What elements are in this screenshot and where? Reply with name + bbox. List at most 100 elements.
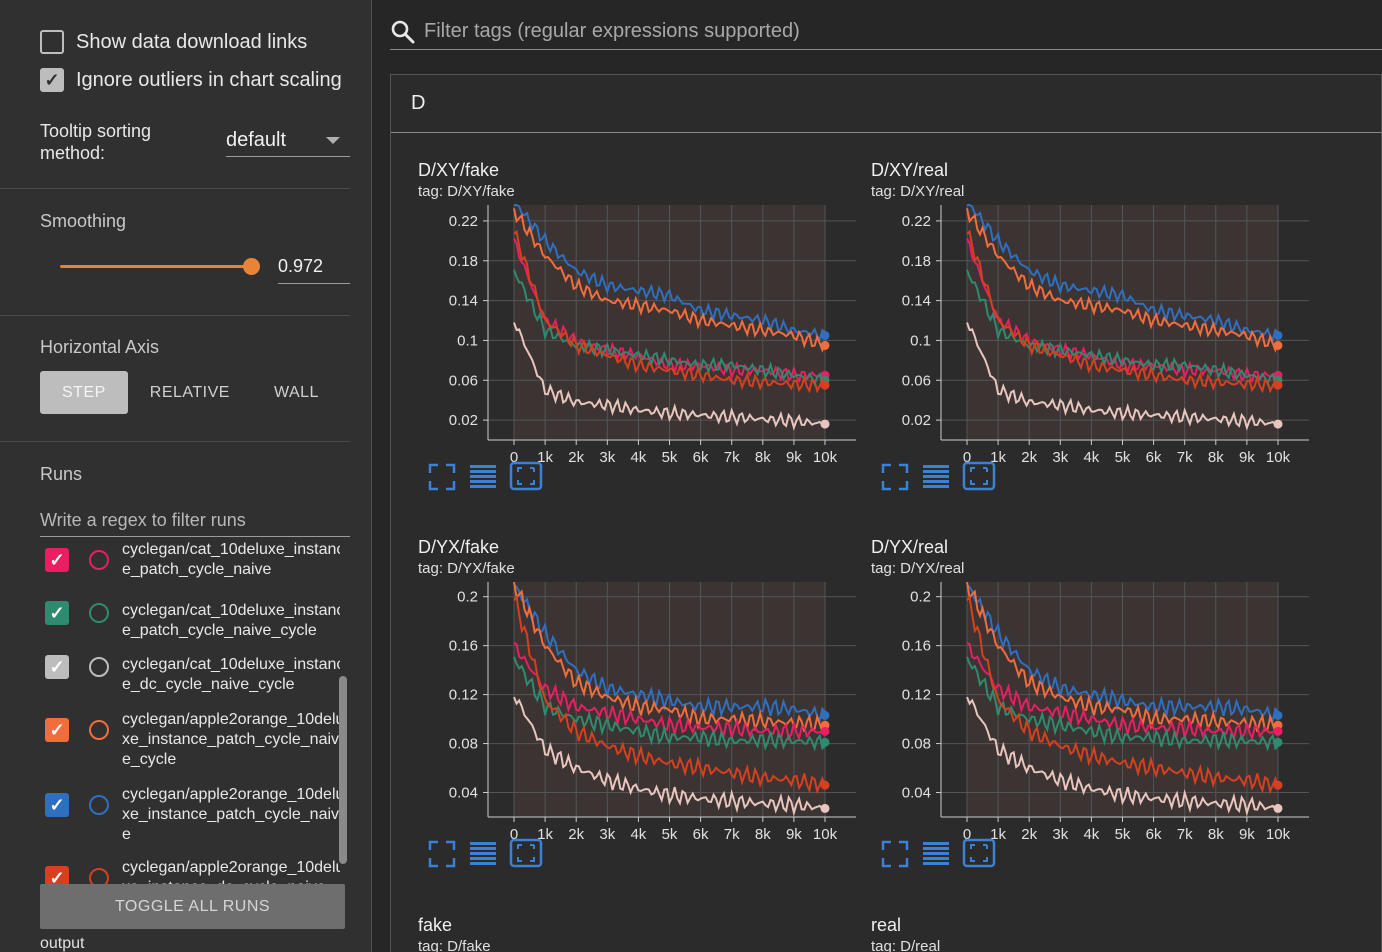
x-tick-label: 1k — [537, 826, 553, 843]
ignore-outliers-row[interactable]: ✓ Ignore outliers in chart scaling — [40, 68, 342, 92]
tooltip-sorting-select[interactable]: default — [226, 124, 350, 157]
y-tick-label: 0.22 — [449, 213, 478, 230]
show-download-links-label: Show data download links — [76, 30, 308, 53]
x-tick-label: 10k — [813, 826, 838, 843]
x-tick-label: 2k — [1021, 449, 1037, 466]
line-chart[interactable]: 0.22 0.18 0.14 0.1 0.06 0.02 0 1k 2k 3k 4k 5k 6k 7k 8k… — [871, 200, 1311, 500]
runs-filter-input[interactable]: Write a regex to filter runs — [40, 504, 350, 537]
chart-title: D/YX/real — [871, 537, 949, 557]
line-chart[interactable]: 0.2 0.16 0.12 0.08 0.04 0 1k 2k 3k 4k 5k 6k 7k 8k 9k 10… — [418, 577, 858, 877]
fit-domain-icon[interactable] — [962, 461, 996, 491]
runs-scrollbar[interactable] — [339, 676, 347, 864]
data-table-icon[interactable] — [470, 842, 496, 865]
x-tick-label: 8k — [755, 826, 771, 843]
series-line — [966, 696, 1279, 817]
run-item[interactable]: ✓ cyclegan/apple2orange_10deluxe_instanc… — [45, 859, 340, 886]
y-tick-label: 0.18 — [902, 253, 931, 270]
y-tick-label: 0.22 — [902, 213, 931, 230]
run-color-circle[interactable] — [89, 868, 109, 886]
fullscreen-icon[interactable] — [428, 840, 456, 868]
series-end-point — [1273, 737, 1283, 747]
x-tick-label: 5k — [1115, 449, 1131, 466]
run-color-circle[interactable] — [89, 603, 109, 623]
tag-filter-input[interactable]: Filter tags (regular expressions support… — [390, 14, 1382, 50]
series-end-point — [1273, 340, 1283, 350]
y-tick-label: 0.1 — [457, 332, 478, 349]
series-end-point — [820, 780, 830, 790]
smoothing-slider-thumb[interactable] — [243, 258, 260, 275]
data-table-icon[interactable] — [923, 465, 949, 488]
run-item[interactable]: ✓ cyclegan/cat_10deluxe_instance_dc_cycl… — [45, 655, 340, 695]
series-line — [513, 594, 826, 795]
toggle-all-runs-button[interactable]: TOGGLE ALL RUNS — [40, 884, 345, 929]
axis-wall-button[interactable]: WALL — [273, 383, 319, 401]
tooltip-sorting-label-line1: Tooltip sorting — [40, 121, 152, 141]
run-name: cyclegan/apple2orange_10deluxe_instance_… — [122, 711, 340, 768]
chart-card: D/YX/fake tag: D/YX/fake 0.2 0.16 0.12 0.08… — [418, 537, 858, 877]
data-table-icon[interactable] — [923, 842, 949, 865]
data-table-icon[interactable] — [470, 465, 496, 488]
series-line — [513, 696, 826, 817]
series-end-point — [820, 710, 830, 720]
run-color-circle[interactable] — [89, 550, 109, 570]
run-color-circle[interactable] — [89, 720, 109, 740]
line-chart[interactable]: 0.2 0.16 0.12 0.08 0.04 0 1k 2k 3k 4k 5k 6k 7k 8k 9k 10… — [871, 577, 1311, 877]
chart-title: D/YX/fake — [418, 537, 500, 557]
runs-list: ✓ cyclegan/cat_10deluxe_instance_patch_c… — [0, 540, 340, 886]
fullscreen-icon[interactable] — [881, 463, 909, 491]
axis-relative-button[interactable]: RELATIVE — [149, 383, 230, 401]
run-color-circle[interactable] — [89, 795, 109, 815]
run-item[interactable]: ✓ cyclegan/apple2orange_10deluxe_instanc… — [45, 786, 340, 845]
run-item[interactable]: ✓ cyclegan/cat_10deluxe_instance_patch_c… — [45, 541, 340, 580]
ignore-outliers-checkbox[interactable]: ✓ — [40, 68, 64, 92]
chart-card: D/XY/fake tag: D/XY/fake 0.22 0.18 0.14 0.1… — [418, 160, 858, 500]
y-tick-label: 0.06 — [449, 372, 478, 389]
x-tick-label: 7k — [1177, 449, 1193, 466]
smoothing-slider-track[interactable] — [60, 265, 252, 268]
divider — [0, 315, 350, 316]
series-line — [513, 641, 826, 743]
run-item[interactable]: ✓ cyclegan/cat_10deluxe_instance_patch_c… — [45, 601, 340, 641]
tag-group-header[interactable]: D — [391, 75, 1381, 133]
check-icon: ✓ — [49, 550, 65, 570]
fit-domain-icon[interactable] — [509, 461, 543, 491]
fullscreen-icon[interactable] — [428, 463, 456, 491]
run-checkbox[interactable]: ✓ — [45, 601, 69, 625]
tooltip-sorting-label: Tooltip sorting method: — [40, 120, 151, 164]
run-color-circle[interactable] — [89, 657, 109, 677]
x-tick-label: 1k — [990, 826, 1006, 843]
divider — [0, 188, 350, 189]
run-checkbox[interactable]: ✓ — [45, 548, 69, 572]
series-end-point — [1273, 780, 1283, 790]
output-label: output — [40, 935, 85, 952]
x-tick-label: 2k — [568, 826, 584, 843]
series-line — [513, 322, 826, 431]
run-checkbox[interactable]: ✓ — [45, 866, 69, 886]
run-checkbox[interactable]: ✓ — [45, 655, 69, 679]
smoothing-value-input[interactable]: 0.972 — [278, 250, 350, 284]
series-end-point — [820, 726, 830, 736]
run-item[interactable]: ✓ cyclegan/apple2orange_10deluxe_instanc… — [45, 711, 340, 770]
series-line — [966, 641, 1279, 743]
axis-step-button[interactable]: STEP — [40, 371, 128, 414]
y-tick-label: 0.12 — [902, 687, 931, 704]
fit-domain-icon[interactable] — [509, 838, 543, 868]
run-name: cyclegan/cat_10deluxe_instance_dc_cycle_… — [122, 656, 340, 693]
fullscreen-icon[interactable] — [881, 840, 909, 868]
run-checkbox[interactable]: ✓ — [45, 718, 69, 742]
series-end-point — [820, 737, 830, 747]
show-download-links-checkbox[interactable] — [40, 30, 64, 54]
x-tick-label: 2k — [1021, 826, 1037, 843]
y-tick-label: 0.02 — [902, 412, 931, 429]
y-tick-label: 0.16 — [449, 638, 478, 655]
x-tick-label: 3k — [599, 826, 615, 843]
y-tick-label: 0.04 — [902, 785, 931, 802]
fit-domain-icon[interactable] — [962, 838, 996, 868]
run-checkbox[interactable]: ✓ — [45, 793, 69, 817]
series-line — [966, 229, 1279, 394]
line-chart[interactable]: 0.22 0.18 0.14 0.1 0.06 0.02 0 1k 2k 3k 4k 5k 6k 7k 8k… — [418, 200, 858, 500]
show-download-links-row[interactable]: Show data download links — [40, 30, 307, 54]
series-line — [966, 208, 1279, 353]
x-tick-label: 4k — [630, 449, 646, 466]
y-tick-label: 0.16 — [902, 638, 931, 655]
